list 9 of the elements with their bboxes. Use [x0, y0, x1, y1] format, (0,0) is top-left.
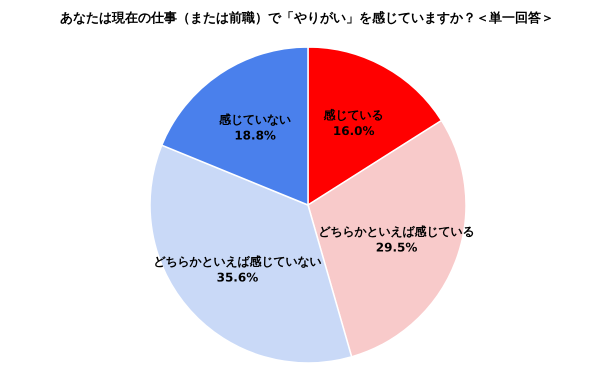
data-label: 16.0%	[332, 124, 375, 138]
slice-label: 感じていない	[218, 112, 292, 126]
data-label: 35.6%	[216, 270, 258, 284]
chart-title: あなたは現在の仕事（または前職）で「やりがい」を感じていますか？＜単一回答＞	[60, 10, 554, 26]
data-label: 29.5%	[376, 240, 418, 255]
slice-label: どちらかといえば感じていない	[153, 254, 322, 268]
slice-label: どちらかといえば感じている	[318, 224, 475, 239]
data-label: 18.8%	[234, 128, 276, 142]
slice-label: 感じている	[322, 108, 384, 122]
